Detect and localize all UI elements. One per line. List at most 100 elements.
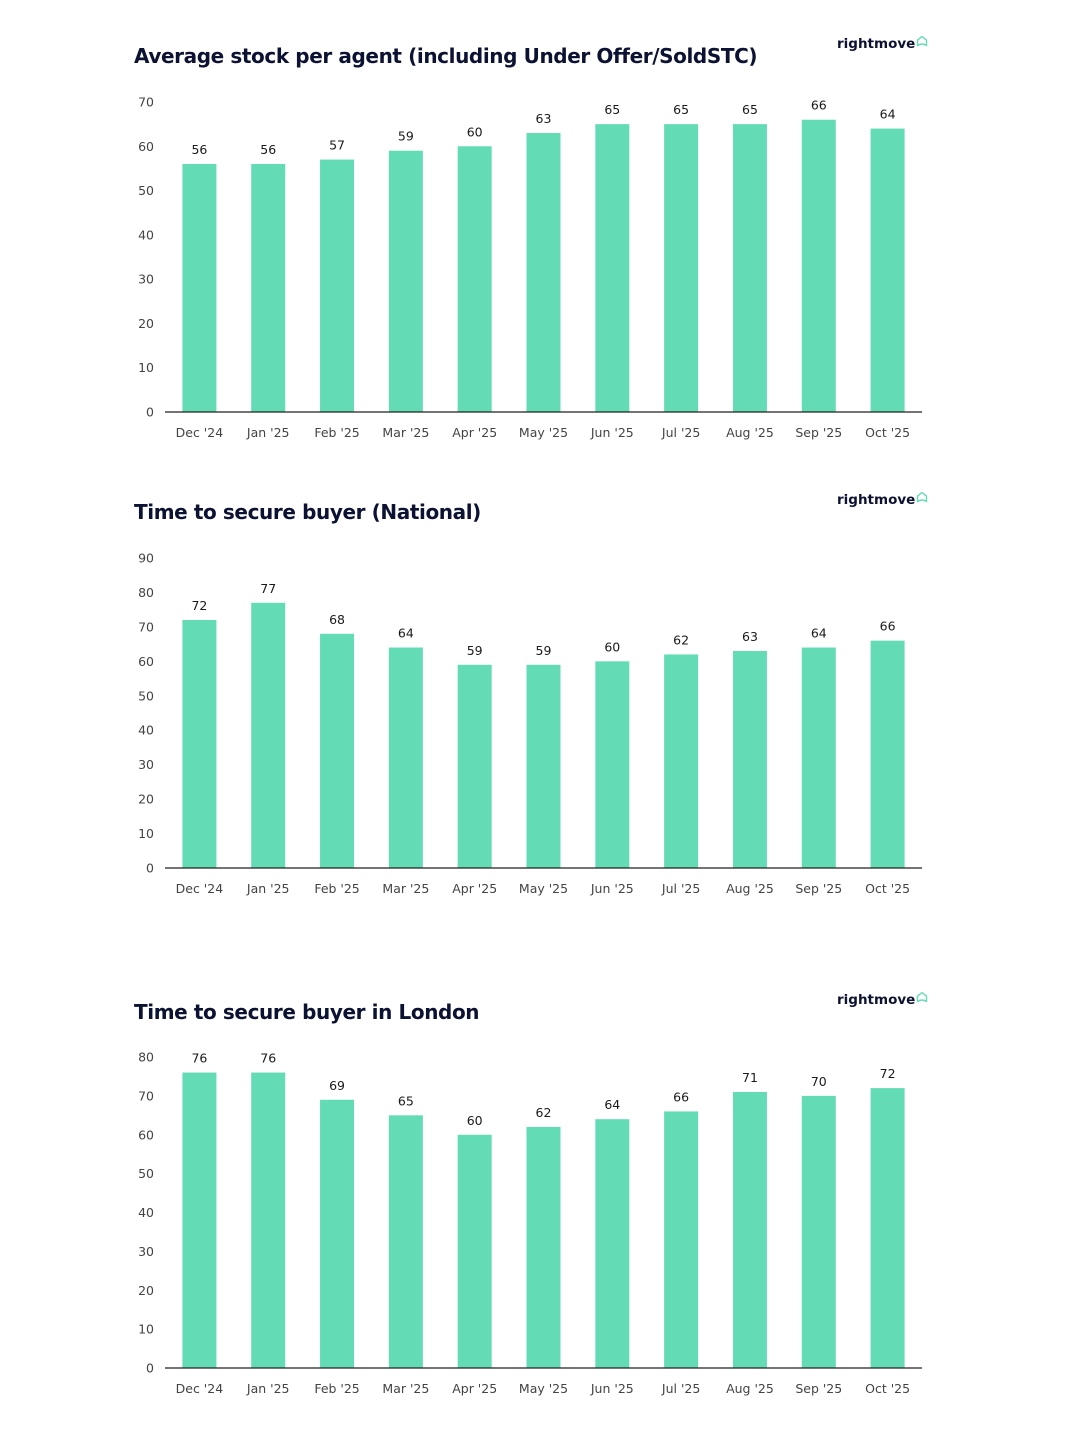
data-label: 64	[604, 1097, 620, 1112]
bar	[595, 661, 630, 868]
bar	[664, 1111, 699, 1368]
x-tick-label: Feb '25	[314, 425, 359, 440]
x-tick-label: May '25	[519, 1381, 568, 1396]
x-tick-label: Jul '25	[661, 425, 700, 440]
bar	[388, 1115, 423, 1368]
data-label: 71	[742, 1070, 758, 1085]
data-label: 76	[260, 1051, 276, 1066]
x-tick-label: Oct '25	[865, 881, 910, 896]
data-label: 64	[880, 107, 896, 122]
chart-title: Time to secure buyer (National)	[134, 500, 481, 524]
bar	[801, 119, 836, 412]
y-tick-label: 50	[138, 1166, 154, 1181]
data-label: 66	[811, 98, 827, 113]
chart-title: Time to secure buyer in London	[134, 1000, 480, 1024]
data-label: 66	[880, 619, 896, 634]
bar	[870, 1088, 905, 1368]
y-tick-label: 10	[138, 1322, 154, 1337]
bar	[457, 664, 492, 868]
bar	[801, 1095, 836, 1368]
data-label: 59	[536, 643, 552, 658]
bar	[251, 602, 286, 868]
data-label: 70	[811, 1074, 827, 1089]
x-tick-label: Sep '25	[795, 1381, 842, 1396]
x-tick-label: Oct '25	[865, 425, 910, 440]
data-label: 60	[604, 639, 620, 654]
data-label: 59	[467, 643, 483, 658]
brand-logo: rightmove	[837, 991, 928, 1008]
y-tick-label: 70	[138, 619, 154, 634]
data-label: 59	[398, 129, 414, 144]
y-tick-label: 20	[138, 1283, 154, 1298]
x-tick-label: Aug '25	[726, 881, 774, 896]
bar	[251, 164, 286, 412]
data-label: 76	[191, 1051, 207, 1066]
data-label: 62	[536, 1105, 552, 1120]
data-label: 72	[880, 1066, 896, 1081]
x-tick-label: Apr '25	[452, 881, 497, 896]
brand-name: rightmove	[837, 36, 916, 52]
data-label: 65	[673, 102, 689, 117]
data-label: 63	[536, 111, 552, 126]
x-tick-label: Jun '25	[590, 881, 634, 896]
data-label: 64	[398, 626, 414, 641]
x-tick-label: Jan '25	[246, 881, 290, 896]
chart-title: Average stock per agent (including Under…	[134, 44, 758, 68]
x-tick-label: Mar '25	[382, 881, 429, 896]
x-tick-label: Jan '25	[246, 1381, 290, 1396]
x-tick-label: Dec '24	[176, 425, 224, 440]
bar	[457, 146, 492, 413]
x-tick-label: Jun '25	[590, 1381, 634, 1396]
bar	[388, 647, 423, 868]
data-label: 63	[742, 629, 758, 644]
bar	[182, 620, 217, 868]
y-tick-label: 50	[138, 688, 154, 703]
bar-chart-stock: 0 10 20 30 40 50 60 70 56 Dec '24 56 Jan '25 57 Feb '…	[138, 95, 922, 440]
bar	[870, 128, 905, 413]
x-tick-label: Apr '25	[452, 425, 497, 440]
bar-chart-national: 0 10 20 30 40 50 60 70 80 90 72 Dec '24 77 Jan '25 68 F…	[138, 551, 922, 896]
y-tick-label: 60	[138, 654, 154, 669]
data-label: 68	[329, 612, 345, 627]
y-tick-label: 50	[138, 183, 154, 198]
x-tick-label: Aug '25	[726, 425, 774, 440]
data-label: 57	[329, 138, 345, 153]
data-label: 69	[329, 1078, 345, 1093]
y-tick-label: 30	[138, 272, 154, 287]
data-label: 65	[398, 1093, 414, 1108]
data-label: 77	[260, 581, 276, 596]
house-icon	[917, 491, 928, 503]
y-tick-label: 70	[138, 95, 154, 110]
brand-name: rightmove	[837, 992, 916, 1008]
data-label: 62	[673, 632, 689, 647]
bar	[526, 1126, 561, 1368]
bar	[664, 654, 699, 868]
data-label: 60	[467, 1113, 483, 1128]
bar	[801, 647, 836, 868]
y-tick-label: 80	[138, 585, 154, 600]
x-tick-label: Apr '25	[452, 1381, 497, 1396]
bar	[870, 640, 905, 868]
y-tick-label: 60	[138, 1127, 154, 1142]
y-tick-label: 90	[138, 551, 154, 566]
y-tick-label: 40	[138, 1205, 154, 1220]
y-tick-label: 0	[146, 1361, 154, 1376]
bar	[595, 1119, 630, 1368]
x-tick-label: Aug '25	[726, 1381, 774, 1396]
bar	[526, 133, 561, 412]
y-tick-label: 80	[138, 1050, 154, 1065]
x-tick-label: Dec '24	[176, 1381, 224, 1396]
y-tick-label: 0	[146, 405, 154, 420]
data-label: 56	[191, 142, 207, 157]
bar	[732, 651, 767, 868]
y-tick-label: 0	[146, 861, 154, 876]
y-tick-label: 10	[138, 360, 154, 375]
y-tick-label: 40	[138, 723, 154, 738]
y-tick-label: 20	[138, 792, 154, 807]
x-tick-label: Mar '25	[382, 1381, 429, 1396]
bar	[320, 633, 355, 868]
y-tick-label: 30	[138, 1244, 154, 1259]
data-label: 65	[604, 102, 620, 117]
x-tick-label: May '25	[519, 425, 568, 440]
x-tick-label: Feb '25	[314, 1381, 359, 1396]
